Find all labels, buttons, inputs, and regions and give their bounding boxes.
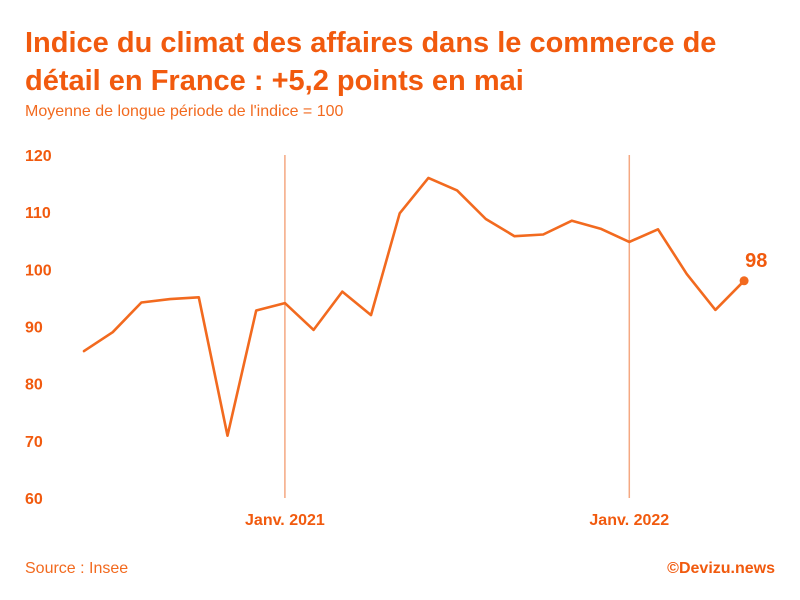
- data-label: 98: [745, 250, 767, 272]
- y-tick-label: 70: [25, 434, 43, 451]
- x-tick-label: Janv. 2022: [589, 512, 669, 529]
- x-tick-label: Janv. 2021: [245, 512, 325, 529]
- source-note: Source : Insee: [25, 560, 129, 577]
- y-tick-label: 110: [25, 205, 51, 222]
- y-tick-label: 80: [25, 377, 43, 394]
- y-tick-label: 100: [25, 262, 52, 279]
- series-line: [82, 176, 746, 438]
- y-tick-label: 120: [25, 148, 52, 165]
- chart-title: Indice du climat des affaires dans le co…: [25, 27, 717, 97]
- credit-label: ©Devizu.news: [667, 560, 775, 577]
- y-tick-label: 90: [25, 320, 43, 337]
- chart-subtitle: Moyenne de longue période de l'indice = …: [25, 103, 344, 120]
- y-tick-label: 60: [25, 491, 43, 508]
- data-point: [739, 276, 749, 286]
